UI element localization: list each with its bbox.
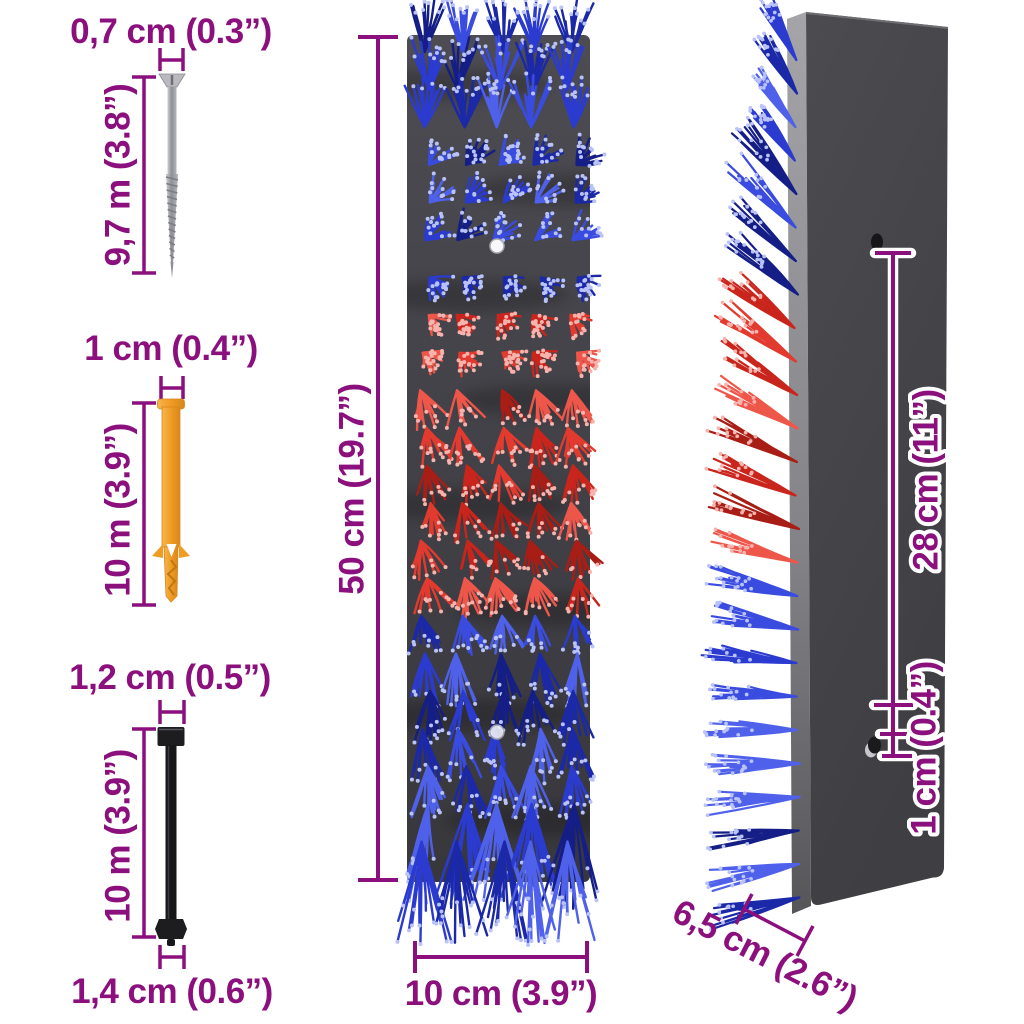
thickness-bracket <box>734 893 815 957</box>
plug-zigzag-cut <box>166 559 178 596</box>
brush-side-lower-hole <box>868 736 881 754</box>
plug-length-label: 10 m (3.9”) <box>99 423 138 596</box>
plug-barb-left <box>152 544 163 558</box>
brush-side-top-edge <box>805 12 949 29</box>
brush-side-back-face <box>806 12 948 905</box>
wall-plug-section: 1 cm (0.4”) 10 m (3.9”) <box>84 329 258 607</box>
plug-length-dimension <box>132 401 156 607</box>
wall-plug-illustration <box>152 398 190 603</box>
brush-side-edge <box>787 12 811 914</box>
screw-tip <box>170 262 174 278</box>
plug-shaft <box>161 406 181 548</box>
bolt-nut-width-label: 1,4 cm (0.6”) <box>71 972 273 1011</box>
plug-width-bracket <box>159 376 185 399</box>
hole-spacing-dimension <box>868 247 919 762</box>
brush-width-bracket <box>413 941 589 973</box>
screw-illustration <box>158 73 186 278</box>
hole-spacing-label: 28 cm (11”) <box>907 389 946 570</box>
brush-front-view: 50 cm (19.7”) 10 cm (3.9”) <box>333 0 607 1013</box>
screw-length-dimension <box>132 75 156 275</box>
bolt-length-dimension <box>132 727 156 939</box>
bolt-stub <box>167 939 175 946</box>
brush-side-bristles <box>700 0 802 932</box>
plug-width-label: 1 cm (0.4”) <box>84 329 257 368</box>
screw-width-bracket <box>158 48 185 71</box>
plug-tongue <box>163 546 179 603</box>
bolt-head-bracket <box>158 700 186 724</box>
brush-side-upper-hole <box>871 233 883 251</box>
plug-notch <box>166 544 177 557</box>
brush-side-view: 28 cm (11”) 1 cm (0.4”) 6,5 cm (2.6”) <box>666 0 950 1018</box>
screw-width-label: 0,7 cm (0.3”) <box>70 12 272 51</box>
screw-length-label: 9,7 m (3.8”) <box>99 84 138 267</box>
hole-diameter-label: 1 cm (0.4”) <box>905 661 944 834</box>
brush-front-lower-hole <box>489 724 505 740</box>
screw-section: 0,7 cm (0.3”) 9,7 m (3.8”) <box>70 12 272 278</box>
bolt-length-label: 10 m (3.9”) <box>99 749 138 922</box>
bolt-shaft <box>165 745 177 922</box>
bolt-illustration <box>155 727 187 946</box>
brush-front-bristles <box>395 0 607 947</box>
screw-shank <box>167 87 177 175</box>
bolt-head <box>157 727 185 746</box>
bolt-nut-bracket <box>158 945 186 969</box>
brush-front-upper-hole <box>489 238 505 254</box>
screw-threads <box>165 176 179 259</box>
bolt-nut <box>155 919 187 939</box>
brush-width-label: 10 cm (3.9”) <box>405 974 597 1013</box>
bolt-head-width-label: 1,2 cm (0.5”) <box>69 658 271 697</box>
brush-height-dimension <box>358 35 398 882</box>
brush-height-label: 50 cm (19.7”) <box>333 383 372 594</box>
bolt-section: 1,2 cm (0.5”) 10 m (3.9”) 1,4 cm (0.6”) <box>69 658 273 1011</box>
plug-barb-right <box>179 544 190 558</box>
